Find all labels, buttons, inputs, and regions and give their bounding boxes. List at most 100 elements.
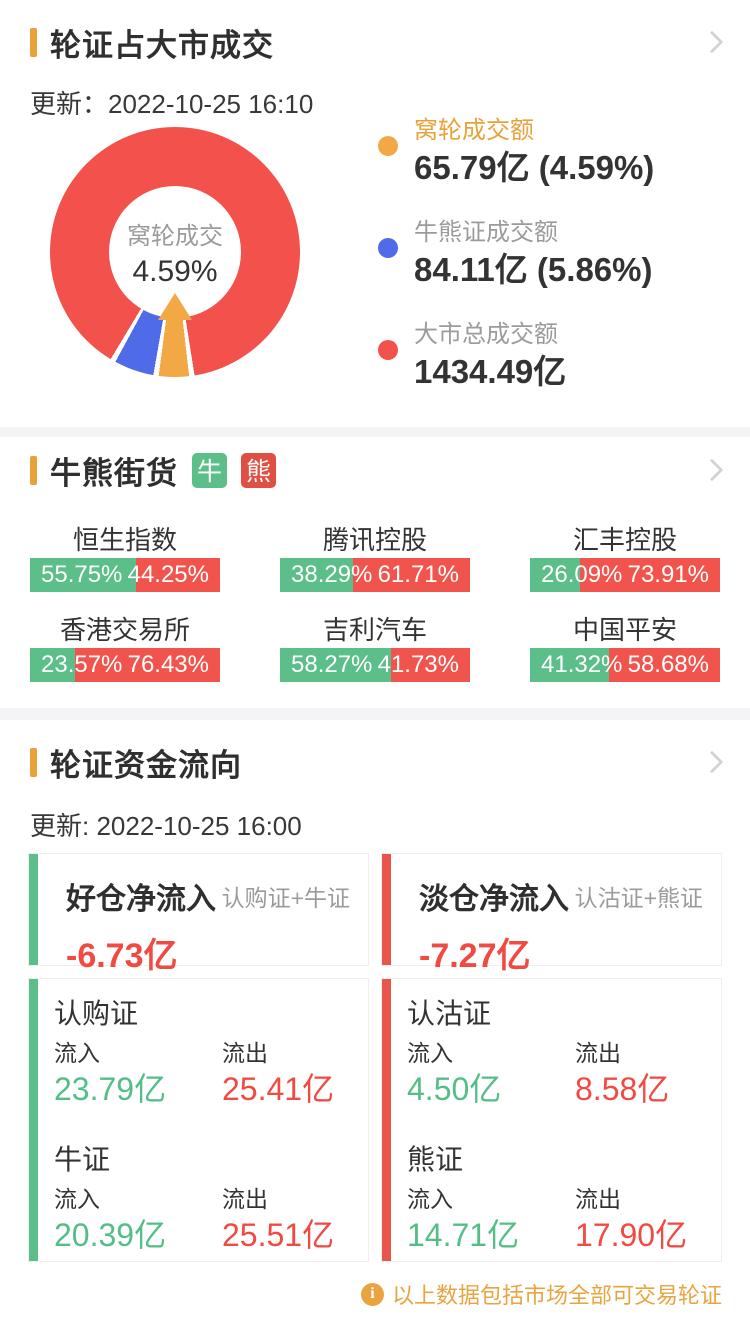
stock-cell-hkex[interactable]: 香港交易所 23.57% 76.43% — [30, 614, 220, 682]
selected-slice-pointer — [158, 293, 192, 320]
bull-bear-ratio-bar: 38.29% 61.71% — [280, 558, 470, 592]
donut-legend: 窝轮成交额 65.79亿 (4.59%) 牛熊证成交额 84.11亿 (5.86… — [378, 116, 722, 422]
legend-value: 84.11亿 (5.86%) — [414, 251, 653, 288]
bull-percent-label: 38.29% — [291, 561, 373, 588]
legend-dot-orange — [378, 136, 398, 156]
call-bull-flow-card: 认购证 流入 流出 23.79亿 25.41亿 牛证 流入 流出 20.39亿 … — [28, 978, 369, 1262]
chevron-right-icon[interactable] — [700, 458, 724, 482]
bull-percent-label: 26.09% — [541, 561, 623, 588]
bear-badge: 熊 — [241, 452, 276, 488]
section-accent-bar — [30, 747, 37, 777]
green-accent-bar — [29, 854, 38, 965]
flow-group-bear: 熊证 流入 流出 14.71亿 17.90亿 — [407, 1143, 709, 1255]
net-card-title: 淡仓净流入 — [419, 883, 569, 916]
bull-bar-segment — [280, 648, 391, 682]
bull-bear-ratio-bar: 23.57% 76.43% — [30, 648, 220, 682]
green-accent-bar — [29, 979, 38, 1261]
flow-group-name: 认购证 — [54, 998, 139, 1029]
section-divider — [0, 708, 750, 720]
section-header-street[interactable]: 牛熊街货 牛 熊 — [30, 450, 724, 491]
stock-cell-hsi[interactable]: 恒生指数 55.75% 44.25% — [30, 524, 220, 592]
bear-percent-label: 61.71% — [377, 561, 459, 588]
stock-name: 恒生指数 — [72, 525, 177, 555]
stock-name: 汇丰控股 — [572, 525, 677, 555]
chevron-right-icon[interactable] — [700, 30, 724, 54]
chevron-right-icon[interactable] — [700, 750, 724, 774]
long-net-inflow-card: 好仓净流入 认购证+牛证 -6.73亿 — [28, 853, 369, 975]
section-title: 牛熊街货 — [50, 455, 178, 491]
donut-center-text: 窝轮成交 4.59% — [50, 127, 300, 377]
inflow-value: 23.79亿 — [54, 1071, 167, 1107]
put-bear-flow-card: 认沽证 流入 流出 4.50亿 8.58亿 熊证 流入 流出 14.71亿 17… — [381, 978, 722, 1262]
inflow-label: 流入 — [407, 1186, 453, 1212]
info-icon: i — [360, 1282, 384, 1306]
bull-percent-label: 55.75% — [41, 561, 123, 588]
section-header-flow[interactable]: 轮证资金流向 — [30, 742, 724, 783]
inflow-value: 20.39亿 — [54, 1217, 167, 1253]
flow-group-name: 牛证 — [54, 1144, 111, 1175]
outflow-value: 25.51亿 — [222, 1217, 335, 1253]
legend-dot-blue — [378, 238, 398, 258]
outflow-label: 流出 — [222, 1040, 268, 1066]
inflow-value: 14.71亿 — [407, 1217, 520, 1253]
net-card-title: 好仓净流入 — [66, 883, 216, 916]
red-accent-bar — [382, 979, 391, 1261]
legend-item-warrant[interactable]: 窝轮成交额 65.79亿 (4.59%) — [378, 116, 722, 188]
inflow-value: 4.50亿 — [407, 1071, 502, 1107]
bull-percent-label: 41.32% — [541, 651, 623, 678]
section-accent-bar — [30, 27, 37, 57]
street-goods-grid: 恒生指数 55.75% 44.25% 腾讯控股 38.29% 61.71% 汇丰… — [30, 524, 720, 682]
data-footnote: i 以上数据包括市场全部可交易轮证 — [360, 1278, 722, 1310]
stock-cell-pingan[interactable]: 中国平安 41.32% 58.68% — [530, 614, 720, 682]
stock-name: 腾讯控股 — [322, 525, 427, 555]
bear-percent-label: 41.73% — [377, 651, 459, 678]
bear-percent-label: 73.91% — [627, 561, 709, 588]
red-accent-bar — [382, 854, 391, 965]
donut-center-value: 4.59% — [132, 254, 218, 288]
section-header-turnover[interactable]: 轮证占大市成交 — [30, 22, 724, 63]
turnover-donut-chart: 窝轮成交 4.59% — [50, 127, 300, 377]
bear-percent-label: 76.43% — [127, 651, 209, 678]
footnote-text: 以上数据包括市场全部可交易轮证 — [391, 1283, 722, 1308]
inflow-label: 流入 — [54, 1186, 100, 1212]
stock-name: 香港交易所 — [59, 615, 190, 645]
bull-bear-ratio-bar: 26.09% 73.91% — [530, 558, 720, 592]
bull-bar-segment — [30, 648, 75, 682]
legend-item-cbbc[interactable]: 牛熊证成交额 84.11亿 (5.86%) — [378, 218, 722, 290]
section-title: 轮证资金流向 — [50, 747, 242, 783]
bull-bear-ratio-bar: 55.75% 44.25% — [30, 558, 220, 592]
legend-label: 大市总成交额 — [414, 321, 558, 348]
bull-badge: 牛 — [192, 452, 227, 488]
bull-percent-label: 23.57% — [41, 651, 123, 678]
outflow-value: 8.58亿 — [575, 1071, 670, 1107]
outflow-label: 流出 — [222, 1186, 268, 1212]
outflow-label: 流出 — [575, 1040, 621, 1066]
stock-cell-tencent[interactable]: 腾讯控股 38.29% 61.71% — [280, 524, 470, 592]
bull-bar-segment — [280, 558, 353, 592]
inflow-label: 流入 — [54, 1040, 100, 1066]
bear-percent-label: 58.68% — [627, 651, 709, 678]
update-time: 更新: 2022-10-25 16:00 — [30, 811, 302, 841]
net-card-value: -7.27亿 — [419, 937, 531, 975]
bull-bar-segment — [30, 558, 136, 592]
flow-group-name: 认沽证 — [407, 998, 492, 1029]
bear-percent-label: 44.25% — [127, 561, 209, 588]
bull-bear-ratio-bar: 41.32% 58.68% — [530, 648, 720, 682]
legend-label: 窝轮成交额 — [414, 117, 534, 144]
outflow-label: 流出 — [575, 1186, 621, 1212]
flow-group-call: 认购证 流入 流出 23.79亿 25.41亿 — [54, 997, 356, 1109]
stock-cell-hsbc[interactable]: 汇丰控股 26.09% 73.91% — [530, 524, 720, 592]
stock-name: 吉利汽车 — [322, 615, 427, 645]
net-card-value: -6.73亿 — [66, 937, 178, 975]
update-time: 更新：2022-10-25 16:10 — [30, 89, 314, 119]
bull-bear-ratio-bar: 58.27% 41.73% — [280, 648, 470, 682]
bull-percent-label: 58.27% — [291, 651, 373, 678]
outflow-value: 25.41亿 — [222, 1071, 335, 1107]
section-title: 轮证占大市成交 — [50, 27, 274, 63]
stock-cell-geely[interactable]: 吉利汽车 58.27% 41.73% — [280, 614, 470, 682]
legend-label: 牛熊证成交额 — [414, 219, 558, 246]
bull-bar-segment — [530, 648, 609, 682]
bull-bar-segment — [530, 558, 580, 592]
legend-item-market-total[interactable]: 大市总成交额 1434.49亿 — [378, 320, 722, 392]
